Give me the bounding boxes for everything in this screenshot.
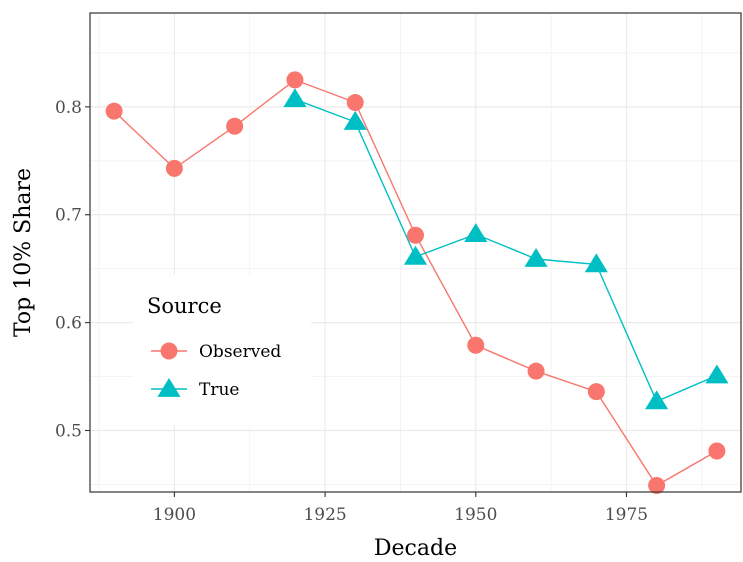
point-true [403, 245, 428, 265]
series-line-true [294, 98, 718, 403]
y-tick-label: 0.6 [55, 314, 82, 334]
grid-lines [90, 13, 741, 492]
point-true [584, 253, 608, 273]
point-observed [527, 362, 545, 380]
y-axis-title: Top 10% Share [11, 168, 36, 337]
x-tick-label: 1925 [303, 505, 346, 525]
x-tick-label: 1950 [454, 505, 497, 525]
axis-ticks [85, 106, 628, 497]
point-observed [286, 71, 304, 89]
x-tick-label: 1900 [153, 505, 196, 525]
y-tick-label: 0.7 [55, 206, 82, 226]
point-observed [648, 477, 666, 495]
point-observed [226, 117, 244, 135]
legend-items: Observed True [151, 342, 281, 400]
legend: Source Observed True [133, 275, 311, 425]
y-tick-label: 0.8 [55, 98, 82, 118]
point-true [464, 223, 488, 243]
x-axis-title: Decade [374, 536, 457, 561]
point-observed [587, 383, 605, 401]
point-observed [346, 94, 364, 112]
point-true [343, 110, 367, 130]
point-observed [467, 336, 485, 354]
point-true [645, 390, 669, 410]
series-markers [105, 71, 729, 495]
legend-label-observed: Observed [199, 342, 281, 362]
x-tick-label: 1975 [605, 505, 648, 525]
point-observed [407, 226, 424, 244]
y-tick-label: 0.5 [55, 422, 82, 442]
point-true [705, 364, 729, 384]
legend-label-true: True [199, 380, 239, 400]
point-observed [165, 159, 183, 177]
plot-panel-border [89, 12, 742, 493]
legend-key-observed [160, 342, 178, 360]
legend-key-true [157, 377, 181, 397]
tick-labels: 1900 1925 1950 1975 0.5 0.6 0.7 0.8 [55, 98, 648, 525]
legend-title: Source [147, 294, 222, 318]
point-true [283, 88, 307, 108]
point-observed [708, 442, 726, 460]
point-true [524, 247, 548, 267]
point-observed [105, 102, 123, 120]
